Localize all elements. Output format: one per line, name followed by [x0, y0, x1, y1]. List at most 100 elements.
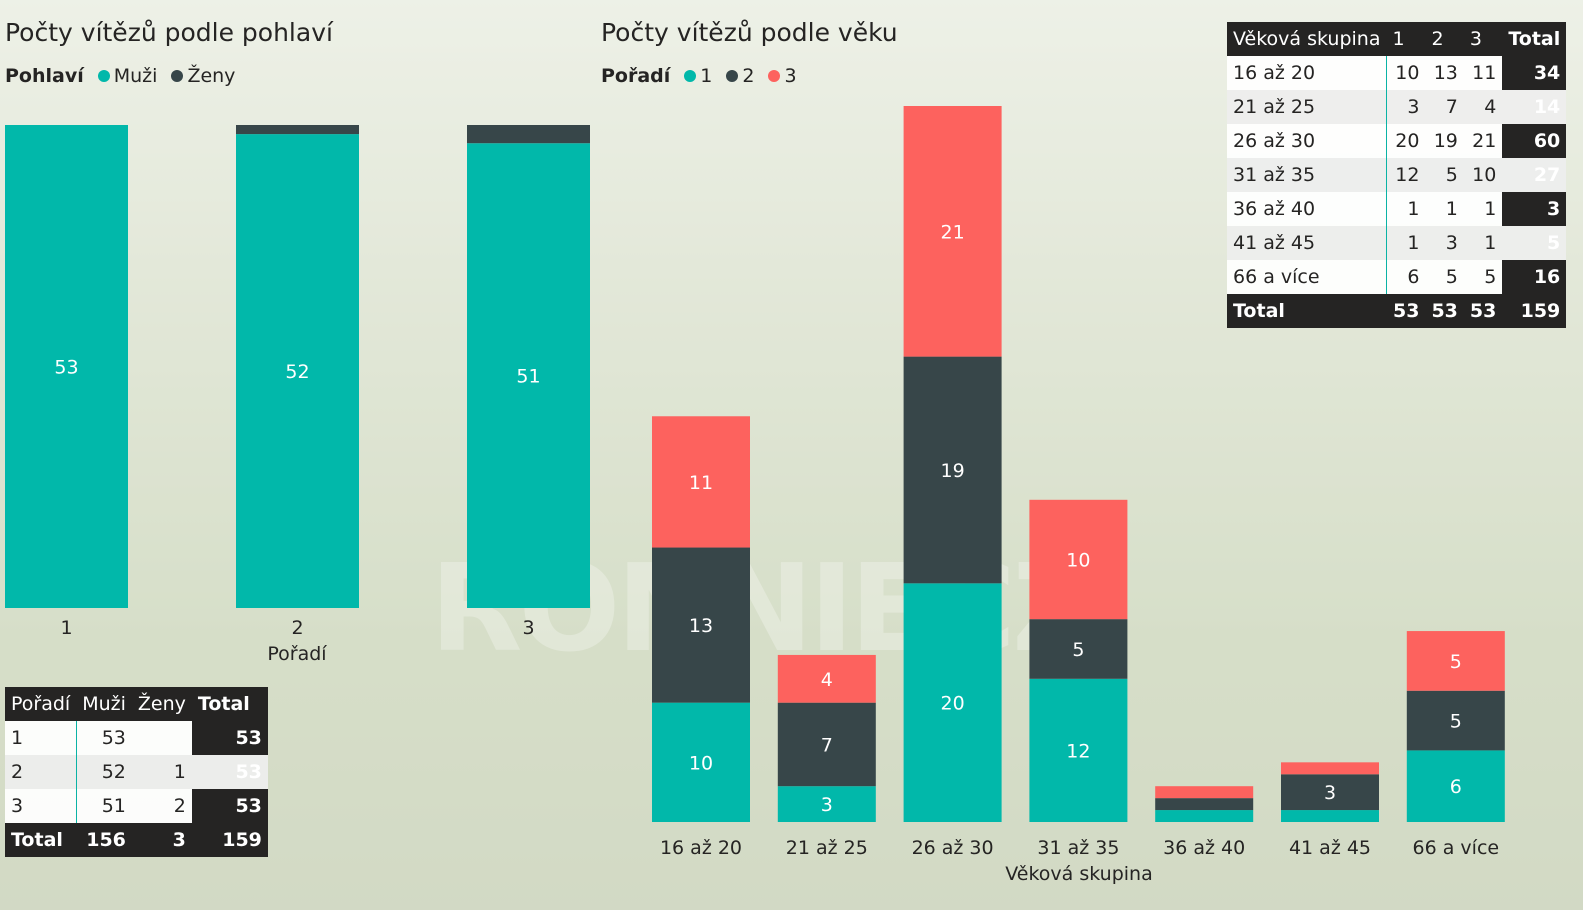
- legend-label-2: 2: [742, 65, 755, 87]
- bar-2-series-Ženy: [236, 125, 359, 135]
- data-label: 13: [689, 615, 713, 637]
- table-row: 16 až 20 10 13 11 34: [1227, 56, 1567, 90]
- cell-total: 53: [191, 755, 268, 789]
- table-total-row: Total 53 53 53 159: [1227, 294, 1567, 328]
- gender-legend-title: Pohlaví: [5, 65, 84, 87]
- data-label: 12: [1066, 740, 1090, 762]
- col-header-3[interactable]: 3: [1463, 22, 1503, 56]
- col-header-total[interactable]: Total: [191, 687, 268, 721]
- age-table-header: Věková skupina 1 2 3 Total: [1227, 22, 1567, 56]
- row-label: 3: [5, 789, 77, 823]
- legend-item-1[interactable]: 1: [684, 65, 712, 87]
- legend-item-zeny[interactable]: Ženy: [171, 65, 235, 87]
- table-row: 1 53 53: [5, 721, 268, 755]
- cell-1: 1: [1386, 226, 1426, 260]
- bar-36-až-40-series-3: [1155, 786, 1254, 799]
- total-1: 53: [1386, 294, 1426, 328]
- data-label: 5: [1450, 651, 1462, 673]
- bar-66-a-více-series-3: [1406, 631, 1505, 691]
- bar-3-series-Ženy: [467, 125, 590, 144]
- cell-zeny: [131, 721, 192, 755]
- bar-2-series-Muži: [236, 134, 359, 608]
- cell-total: 53: [191, 721, 268, 755]
- bar-66-a-více-series-1: [1406, 750, 1505, 822]
- cell-2: 5: [1425, 260, 1464, 294]
- bar-66-a-více-series-2: [1406, 690, 1505, 751]
- total-2: 53: [1425, 294, 1464, 328]
- bar-36-až-40-series-1: [1155, 810, 1254, 822]
- bar-16-až-20-series-3: [652, 416, 750, 548]
- cell-1: 20: [1386, 124, 1426, 158]
- cell-total: 16: [1502, 260, 1567, 294]
- cell-1: 12: [1386, 158, 1426, 192]
- legend-label-zeny: Ženy: [187, 65, 236, 87]
- cell-muzi: 52: [76, 755, 132, 789]
- col-header-1[interactable]: 1: [1386, 22, 1426, 56]
- cell-1: 10: [1386, 56, 1426, 90]
- age-table: Věková skupina 1 2 3 Total 16 až 20 10 1…: [1227, 22, 1567, 328]
- cell-zeny: 2: [131, 789, 192, 823]
- legend-dot-muzi: [97, 70, 110, 82]
- total-3: 53: [1463, 294, 1503, 328]
- table-row: 66 a více 6 5 5 16: [1227, 260, 1567, 294]
- x-tick-label: 31 až 35: [1037, 837, 1119, 859]
- x-tick-label: 41 až 45: [1289, 837, 1371, 859]
- bar-41-až-45-series-3: [1281, 762, 1379, 775]
- x-tick-label: 36 až 40: [1163, 837, 1245, 859]
- bar-31-až-35-series-3: [1029, 499, 1128, 620]
- data-label: 5: [1072, 639, 1084, 661]
- bar-36-až-40-series-2: [1155, 798, 1254, 811]
- col-header-2[interactable]: 2: [1425, 22, 1464, 56]
- cell-3: 1: [1463, 192, 1503, 226]
- col-header-total[interactable]: Total: [1502, 22, 1567, 56]
- table-row: 3 51 2 53: [5, 789, 268, 823]
- x-tick-label: 21 až 25: [786, 837, 868, 859]
- col-header-poradi[interactable]: Pořadí: [5, 687, 77, 721]
- cell-total: 3: [1502, 192, 1567, 226]
- legend-item-3[interactable]: 3: [768, 65, 797, 87]
- cell-total: 14: [1502, 90, 1567, 124]
- col-header-zeny[interactable]: Ženy: [131, 687, 192, 721]
- data-label: 6: [1450, 776, 1462, 798]
- age-legend-title: Pořadí: [601, 65, 671, 87]
- total-zeny: 3: [131, 823, 192, 857]
- cell-3: 4: [1463, 90, 1503, 124]
- grand-total: 159: [1502, 294, 1567, 328]
- gender-chart-title: Počty vítězů podle pohlaví: [5, 18, 333, 47]
- bar-41-až-45-series-1: [1281, 810, 1379, 822]
- x-tick-label: 1: [60, 617, 72, 639]
- age-chart-legend: Pořadí 1 2 3: [601, 65, 811, 87]
- cell-2: 3: [1425, 226, 1464, 260]
- total-label: Total: [5, 823, 77, 857]
- cell-1: 3: [1386, 90, 1426, 124]
- col-header-vekova-skupina[interactable]: Věková skupina: [1227, 22, 1387, 56]
- data-label: 4: [821, 669, 833, 691]
- row-label: 21 až 25: [1227, 90, 1387, 124]
- data-label: 10: [1066, 549, 1090, 571]
- cell-1: 1: [1386, 192, 1426, 226]
- x-tick-label: 66 a více: [1413, 837, 1500, 859]
- x-tick-label: 26 až 30: [912, 837, 994, 859]
- row-label: 66 a více: [1227, 260, 1387, 294]
- col-header-muzi[interactable]: Muži: [76, 687, 132, 721]
- cell-total: 5: [1502, 226, 1567, 260]
- x-tick-label: 2: [291, 617, 303, 639]
- legend-item-2[interactable]: 2: [726, 65, 754, 87]
- cell-3: 21: [1463, 124, 1503, 158]
- grand-total: 159: [191, 823, 268, 857]
- cell-2: 13: [1425, 56, 1464, 90]
- table-row: 36 až 40 1 1 1 3: [1227, 192, 1567, 226]
- data-label: 5: [1450, 711, 1462, 733]
- legend-item-muzi[interactable]: Muži: [97, 65, 157, 87]
- data-label: 52: [285, 361, 309, 383]
- cell-3: 10: [1463, 158, 1503, 192]
- cell-2: 1: [1425, 192, 1464, 226]
- legend-label-1: 1: [700, 65, 713, 87]
- bar-31-až-35-series-2: [1029, 619, 1128, 679]
- bar-41-až-45-series-2: [1281, 774, 1379, 811]
- data-label: 19: [941, 460, 965, 482]
- age-chart-title: Počty vítězů podle věku: [601, 18, 898, 47]
- cell-muzi: 51: [76, 789, 132, 823]
- bar-21-až-25-series-1: [777, 786, 876, 822]
